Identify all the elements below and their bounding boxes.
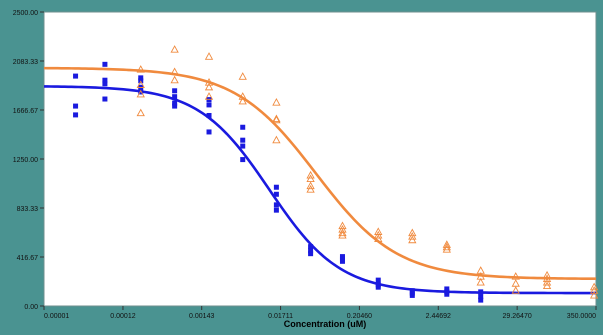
data-point-square bbox=[478, 289, 484, 295]
x-tick-label: 29.26470 bbox=[503, 313, 532, 320]
data-point-square bbox=[102, 77, 108, 83]
data-point-square bbox=[273, 184, 279, 190]
data-point-square bbox=[409, 292, 415, 298]
data-point-triangle bbox=[442, 242, 451, 251]
y-tick-label: 2500.00 bbox=[13, 10, 38, 17]
data-point-triangle bbox=[589, 290, 599, 299]
y-tick-label: 1250.00 bbox=[13, 157, 38, 164]
data-point-triangle bbox=[589, 286, 599, 294]
data-point-square bbox=[444, 286, 450, 292]
data-point-triangle bbox=[272, 115, 281, 124]
x-axis: 0.00001 0.00012 0.00143 0.01711 0.20460 2.446… bbox=[43, 306, 597, 320]
x-tick-label: 0.01711 bbox=[268, 313, 293, 320]
data-point-triangle bbox=[306, 185, 315, 193]
data-point-triangle bbox=[170, 67, 179, 76]
data-point-square bbox=[102, 96, 108, 102]
data-point-square bbox=[308, 248, 314, 254]
data-point-triangle bbox=[204, 78, 214, 86]
data-point-square bbox=[339, 258, 345, 264]
data-point-triangle bbox=[542, 281, 552, 290]
data-point-square bbox=[478, 294, 484, 300]
data-points bbox=[73, 45, 599, 303]
data-point-square bbox=[444, 291, 450, 297]
data-point-triangle bbox=[306, 181, 315, 190]
data-point-triangle bbox=[238, 92, 247, 100]
data-point-triangle bbox=[272, 114, 281, 123]
data-point-triangle bbox=[272, 98, 281, 106]
data-point-triangle bbox=[272, 135, 281, 144]
x-tick-label: 0.00143 bbox=[189, 313, 214, 320]
x-tick-label: 350.0000 bbox=[567, 313, 596, 320]
x-tick-label: 0.00012 bbox=[110, 313, 135, 320]
data-point-triangle bbox=[136, 89, 145, 98]
data-point-square bbox=[73, 73, 79, 79]
data-point-triangle bbox=[338, 228, 347, 237]
data-point-triangle bbox=[338, 230, 347, 239]
plot-area bbox=[43, 11, 597, 307]
data-point-triangle bbox=[442, 240, 451, 248]
fit-curve bbox=[43, 66, 597, 281]
data-point-triangle bbox=[374, 234, 383, 243]
data-point-square bbox=[172, 103, 178, 109]
y-axis: 0.00 416.67 833.33 1250.00 1666.67 2083.33 250… bbox=[13, 10, 44, 311]
y-tick-label: 2083.33 bbox=[13, 59, 38, 66]
data-point-square bbox=[375, 277, 381, 283]
y-tick-label: 1666.67 bbox=[13, 108, 38, 115]
data-point-square bbox=[206, 112, 212, 118]
data-point-triangle bbox=[542, 277, 552, 286]
data-point-square bbox=[273, 202, 279, 208]
data-point-square bbox=[308, 251, 314, 257]
data-point-triangle bbox=[408, 232, 417, 240]
data-point-square bbox=[240, 124, 246, 130]
data-point-square bbox=[172, 94, 178, 100]
data-point-triangle bbox=[136, 65, 145, 73]
data-point-triangle bbox=[374, 230, 383, 239]
data-point-square bbox=[240, 137, 246, 143]
data-point-triangle bbox=[589, 282, 599, 291]
x-tick-label: 0.20460 bbox=[347, 313, 372, 320]
data-point-square bbox=[73, 103, 79, 109]
data-point-square bbox=[172, 100, 178, 106]
data-point-square bbox=[240, 157, 246, 163]
data-point-triangle bbox=[408, 235, 417, 244]
data-point-square bbox=[102, 61, 108, 67]
fit-curves bbox=[43, 66, 597, 295]
data-point-square bbox=[308, 244, 314, 250]
data-point-square bbox=[172, 88, 178, 94]
data-point-square bbox=[138, 89, 144, 95]
data-point-square bbox=[375, 284, 381, 290]
data-point-triangle bbox=[136, 80, 145, 88]
y-tick-label: 416.67 bbox=[17, 255, 39, 262]
data-point-square bbox=[478, 297, 484, 303]
data-point-square bbox=[138, 75, 144, 81]
data-point-square bbox=[206, 129, 212, 135]
y-tick-label: 0.00 bbox=[24, 304, 38, 311]
x-tick-label: 0.00001 bbox=[44, 313, 69, 320]
data-point-triangle bbox=[511, 286, 520, 294]
y-tick-label: 833.33 bbox=[17, 206, 39, 213]
data-point-square bbox=[273, 191, 279, 197]
data-point-triangle bbox=[170, 75, 179, 84]
data-point-triangle bbox=[476, 277, 485, 286]
x-axis-title: Concentration (uM) bbox=[284, 319, 367, 329]
data-point-square bbox=[73, 112, 79, 118]
data-point-triangle bbox=[204, 52, 214, 60]
data-point-square bbox=[240, 143, 246, 149]
data-point-triangle bbox=[136, 108, 145, 117]
data-point-triangle bbox=[238, 96, 247, 105]
data-point-square bbox=[206, 102, 212, 108]
data-point-square bbox=[102, 81, 108, 87]
data-point-triangle bbox=[306, 170, 315, 179]
data-point-triangle bbox=[204, 82, 214, 91]
data-point-triangle bbox=[170, 45, 179, 53]
data-point-triangle bbox=[204, 92, 214, 100]
fit-curve bbox=[43, 85, 596, 295]
data-point-triangle bbox=[442, 245, 451, 253]
data-point-triangle bbox=[238, 72, 247, 80]
data-point-square bbox=[273, 207, 279, 213]
x-tick-label: 2.44692 bbox=[426, 313, 451, 320]
